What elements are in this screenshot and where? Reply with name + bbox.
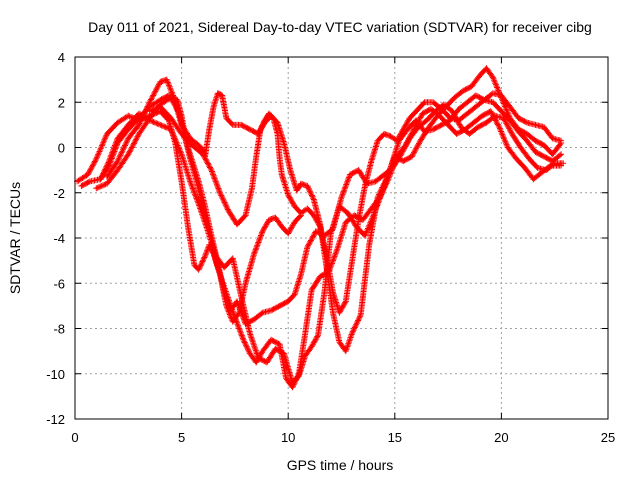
x-tick-label: 20 [494,430,508,445]
x-tick-label: 0 [71,430,78,445]
data-series [74,65,567,391]
series-track-6 [146,90,565,316]
x-tick-label: 15 [388,430,402,445]
y-tick-label: 2 [58,95,65,110]
y-tick-label: -2 [53,186,65,201]
x-axis-label: GPS time / hours [287,457,394,473]
chart-title: Day 011 of 2021, Sidereal Day-to-day VTE… [88,19,592,35]
axes: 0 5 10 15 20 25 -12 -10 -8 -6 -4 -2 0 2 4 [46,50,615,445]
y-tick-label: -6 [53,276,65,291]
x-tick-label: 5 [178,430,185,445]
series-markers [97,92,565,386]
y-tick-label: 4 [58,50,65,65]
x-tick-label: 10 [281,430,295,445]
series-track-4 [97,92,565,386]
series-markers [104,65,565,355]
x-tick-label: 25 [601,430,615,445]
y-tick-label: -12 [46,412,65,427]
y-tick-label: -4 [53,231,65,246]
series-track-5 [104,65,565,355]
series-markers [146,90,565,316]
y-axis-label: SDTVAR / TECUs [7,182,23,294]
y-tick-label: -10 [46,367,65,382]
y-tick-label: 0 [58,141,65,156]
y-tick-label: -8 [53,322,65,337]
